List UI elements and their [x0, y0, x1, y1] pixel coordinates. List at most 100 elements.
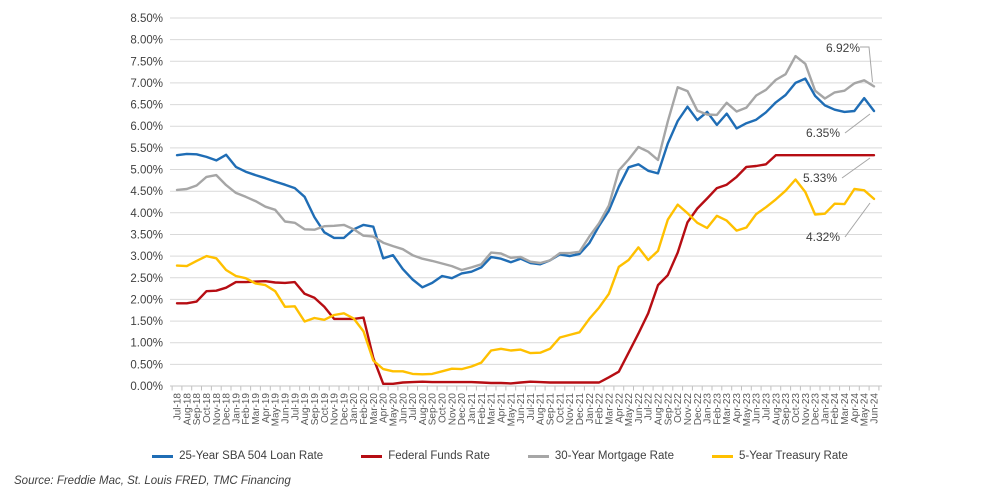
x-tick-label: Jun-19: [281, 393, 292, 424]
x-tick-label: Jan-20: [349, 393, 360, 424]
y-tick-label: 6.00%: [130, 121, 163, 133]
x-tick-label: Apr-23: [732, 393, 743, 423]
annotation-treasury-5yr-rate: 4.32%: [806, 230, 840, 244]
y-tick-label: 6.50%: [130, 100, 163, 112]
legend-item-federal-funds-rate: Federal Funds Rate: [361, 450, 490, 462]
x-tick-label: Jul-22: [644, 393, 655, 421]
legend-line-swatch: [152, 454, 174, 458]
chart-legend: 25-Year SBA 504 Loan Rate Federal Funds R…: [0, 450, 1000, 462]
x-tick-label: May-20: [389, 393, 400, 427]
legend-label: 25-Year SBA 504 Loan Rate: [179, 450, 324, 462]
x-tick-label: Nov-18: [212, 393, 223, 426]
x-tick-label: Oct-20: [438, 393, 449, 423]
annotation-leader-line: [844, 113, 871, 134]
sba-504-loan-rate-line: [175, 77, 876, 289]
treasury-5yr-rate-line: [175, 178, 876, 376]
x-tick-label: Oct-19: [320, 393, 331, 423]
x-axis: [170, 385, 882, 391]
x-tick-label: May-24: [860, 393, 871, 427]
legend-line-swatch: [711, 454, 733, 458]
x-tick-label: Aug-19: [300, 393, 311, 426]
x-tick-label: Aug-20: [418, 393, 429, 426]
y-tick-label: 3.50%: [130, 230, 163, 242]
x-tick-label: Aug-18: [182, 393, 193, 426]
x-tick-label: Jul-23: [762, 393, 773, 421]
x-tick-label: Nov-19: [330, 393, 341, 426]
x-tick-label: Dec-22: [693, 393, 704, 426]
x-tick-label: Mar-20: [369, 393, 380, 425]
y-tick-label: 2.00%: [130, 294, 163, 306]
x-tick-label: Sep-21: [546, 393, 557, 426]
y-tick-label: 0.00%: [130, 381, 163, 393]
x-tick-label: Sep-23: [781, 393, 792, 426]
x-tick-label: Jun-23: [752, 393, 763, 424]
x-tick-label: Dec-20: [457, 393, 468, 426]
x-tick-label: Nov-21: [565, 393, 576, 426]
x-tick-label: Sep-22: [663, 393, 674, 426]
x-tick-label: Nov-23: [801, 393, 812, 426]
x-tick-label: Mar-22: [604, 393, 615, 425]
y-tick-label: 3.00%: [130, 251, 163, 263]
legend-label: Federal Funds Rate: [388, 450, 490, 462]
x-tick-label: Apr-19: [261, 393, 272, 423]
x-tick-label: Jan-19: [231, 393, 242, 424]
x-tick-label: Nov-20: [447, 393, 458, 426]
x-axis-labels: Jul-18Aug-18Sep-18Oct-18Nov-18Dec-18Jan-…: [173, 393, 881, 427]
x-tick-label: Sep-20: [428, 393, 439, 426]
x-tick-label: Jul-19: [290, 393, 301, 421]
x-tick-label: Jan-24: [820, 393, 831, 424]
x-tick-label: May-22: [624, 393, 635, 427]
y-tick-label: 1.00%: [130, 338, 163, 350]
x-tick-label: Apr-22: [614, 393, 625, 423]
x-tick-label: Jun-21: [516, 393, 527, 424]
annotation-leader-line: [860, 46, 873, 83]
x-tick-label: Mar-24: [840, 393, 851, 425]
y-tick-label: 8.00%: [130, 35, 163, 47]
x-tick-label: Oct-21: [555, 393, 566, 423]
annotation-leader-line: [844, 202, 871, 238]
x-tick-label: Oct-23: [791, 393, 802, 423]
x-tick-label: Jun-24: [870, 393, 881, 424]
mortgage-30yr-rate-line: [175, 54, 876, 272]
x-tick-label: Dec-19: [339, 393, 350, 426]
x-tick-label: Dec-21: [575, 393, 586, 426]
x-tick-label: Sep-18: [192, 393, 203, 426]
x-tick-label: Sep-19: [310, 393, 321, 426]
x-tick-label: Jun-22: [634, 393, 645, 424]
x-tick-label: Mar-21: [487, 393, 498, 425]
federal-funds-rate-line: [175, 153, 876, 385]
x-tick-label: Feb-23: [712, 393, 723, 425]
x-tick-label: Jan-22: [585, 393, 596, 424]
x-tick-label: Jul-20: [408, 393, 419, 421]
legend-item-treasury-5yr-rate: 5-Year Treasury Rate: [711, 450, 848, 462]
gridlines: [170, 17, 882, 387]
x-tick-label: Feb-24: [830, 393, 841, 425]
y-tick-label: 5.00%: [130, 165, 163, 177]
annotation-sba-504-loan-rate: 6.35%: [806, 126, 840, 140]
legend-label: 30-Year Mortgage Rate: [554, 450, 674, 462]
x-tick-label: Apr-21: [497, 393, 508, 423]
annotation-mortgage-30yr-rate: 6.92%: [826, 41, 860, 55]
x-tick-label: Dec-18: [222, 393, 233, 426]
y-tick-label: 5.50%: [130, 143, 163, 155]
y-tick-label: 8.50%: [130, 13, 163, 25]
x-tick-label: Jul-21: [526, 393, 537, 421]
x-tick-label: Aug-22: [654, 393, 665, 426]
x-tick-label: May-23: [742, 393, 753, 427]
x-tick-label: Feb-19: [241, 393, 252, 425]
y-tick-label: 7.00%: [130, 78, 163, 90]
y-tick-label: 1.50%: [130, 316, 163, 328]
x-tick-label: Jun-20: [398, 393, 409, 424]
legend-item-sba-504-loan-rate: 25-Year SBA 504 Loan Rate: [152, 450, 323, 462]
x-tick-label: Feb-22: [595, 393, 606, 425]
x-tick-label: Jan-23: [703, 393, 714, 424]
x-tick-label: Mar-19: [251, 393, 262, 425]
y-tick-label: 4.50%: [130, 186, 163, 198]
x-tick-label: Jan-21: [467, 393, 478, 424]
x-tick-label: May-19: [271, 393, 282, 427]
x-tick-label: Jul-18: [173, 393, 184, 421]
x-tick-label: Oct-22: [673, 393, 684, 423]
legend-line-swatch: [361, 454, 383, 458]
y-axis-labels: 0.00% 0.50% 1.00% 1.50% 2.00% 2.50% 3.00% 3.50%…: [130, 13, 163, 393]
x-tick-label: Apr-24: [850, 393, 861, 423]
